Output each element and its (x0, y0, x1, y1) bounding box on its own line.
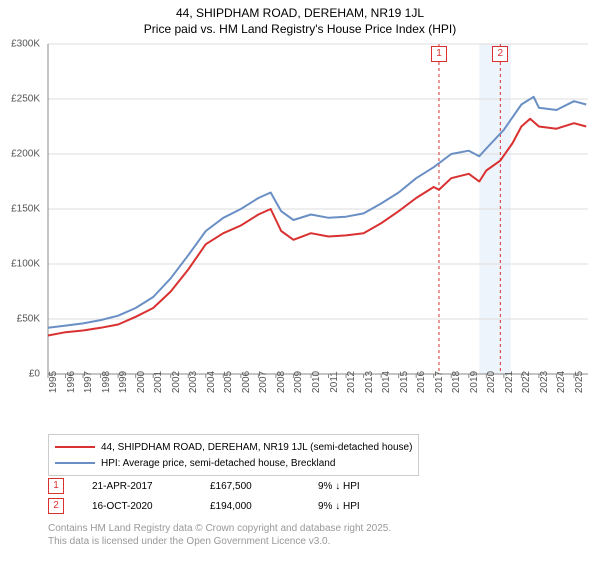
legend-swatch (55, 462, 95, 464)
sales-table: 1 21-APR-2017 £167,500 9% ↓ HPI 2 16-OCT-2020… (48, 476, 360, 516)
y-tick-label: £300K (4, 39, 40, 50)
sale-row: 2 16-OCT-2020 £194,000 9% ↓ HPI (48, 496, 360, 516)
footer: Contains HM Land Registry data © Crown c… (48, 522, 391, 548)
sale-marker-2: 2 (492, 46, 508, 62)
x-tick-label: 2002 (171, 371, 182, 393)
x-tick-label: 2019 (469, 371, 480, 393)
y-tick-label: £150K (4, 204, 40, 215)
x-tick-label: 1998 (101, 371, 112, 393)
x-tick-label: 2007 (258, 371, 269, 393)
sale-marker-1: 1 (431, 46, 447, 62)
x-tick-label: 1995 (48, 371, 59, 393)
legend-item: 44, SHIPDHAM ROAD, DEREHAM, NR19 1JL (se… (55, 439, 412, 455)
footer-line2: This data is licensed under the Open Gov… (48, 535, 391, 548)
sale-date: 16-OCT-2020 (92, 501, 182, 512)
sale-row: 1 21-APR-2017 £167,500 9% ↓ HPI (48, 476, 360, 496)
legend: 44, SHIPDHAM ROAD, DEREHAM, NR19 1JL (se… (48, 434, 419, 476)
x-tick-label: 2018 (451, 371, 462, 393)
x-tick-label: 2011 (329, 371, 340, 393)
title-line2: Price paid vs. HM Land Registry's House … (0, 22, 600, 36)
footer-line1: Contains HM Land Registry data © Crown c… (48, 522, 391, 535)
x-tick-label: 2013 (364, 371, 375, 393)
legend-label: HPI: Average price, semi-detached house,… (101, 458, 335, 469)
x-tick-label: 2022 (521, 371, 532, 393)
x-tick-label: 2015 (399, 371, 410, 393)
sale-price: £194,000 (210, 501, 290, 512)
sale-delta: 9% ↓ HPI (318, 481, 360, 492)
sale-row-marker: 1 (48, 478, 64, 494)
legend-label: 44, SHIPDHAM ROAD, DEREHAM, NR19 1JL (se… (101, 442, 412, 453)
sale-row-marker: 2 (48, 498, 64, 514)
y-tick-label: £250K (4, 94, 40, 105)
x-tick-label: 2003 (188, 371, 199, 393)
x-tick-label: 1999 (118, 371, 129, 393)
y-tick-label: £200K (4, 149, 40, 160)
x-tick-label: 2004 (206, 371, 217, 393)
x-tick-label: 2016 (416, 371, 427, 393)
x-tick-label: 2008 (276, 371, 287, 393)
y-tick-label: £100K (4, 259, 40, 270)
x-tick-label: 2020 (486, 371, 497, 393)
x-tick-label: 2012 (346, 371, 357, 393)
sale-date: 21-APR-2017 (92, 481, 182, 492)
chart-titles: 44, SHIPDHAM ROAD, DEREHAM, NR19 1JL Pri… (0, 6, 600, 36)
x-tick-label: 2025 (574, 371, 585, 393)
x-tick-label: 2009 (293, 371, 304, 393)
y-tick-label: £50K (4, 314, 40, 325)
legend-swatch (55, 446, 95, 448)
x-tick-label: 2006 (241, 371, 252, 393)
x-tick-label: 1997 (83, 371, 94, 393)
legend-item: HPI: Average price, semi-detached house,… (55, 455, 412, 471)
x-tick-label: 2000 (136, 371, 147, 393)
y-tick-label: £0 (4, 369, 40, 380)
x-tick-label: 1996 (66, 371, 77, 393)
x-tick-label: 2023 (539, 371, 550, 393)
x-tick-label: 2014 (381, 371, 392, 393)
chart-svg (0, 36, 600, 416)
x-tick-label: 2005 (223, 371, 234, 393)
x-tick-label: 2010 (311, 371, 322, 393)
x-tick-label: 2024 (556, 371, 567, 393)
x-tick-label: 2017 (434, 371, 445, 393)
sale-price: £167,500 (210, 481, 290, 492)
title-line1: 44, SHIPDHAM ROAD, DEREHAM, NR19 1JL (0, 6, 600, 20)
x-tick-label: 2001 (153, 371, 164, 393)
chart-area: £0 £50K £100K £150K £200K £250K £300K 1995 1996 1… (0, 36, 600, 416)
sale-delta: 9% ↓ HPI (318, 501, 360, 512)
x-tick-label: 2021 (504, 371, 515, 393)
